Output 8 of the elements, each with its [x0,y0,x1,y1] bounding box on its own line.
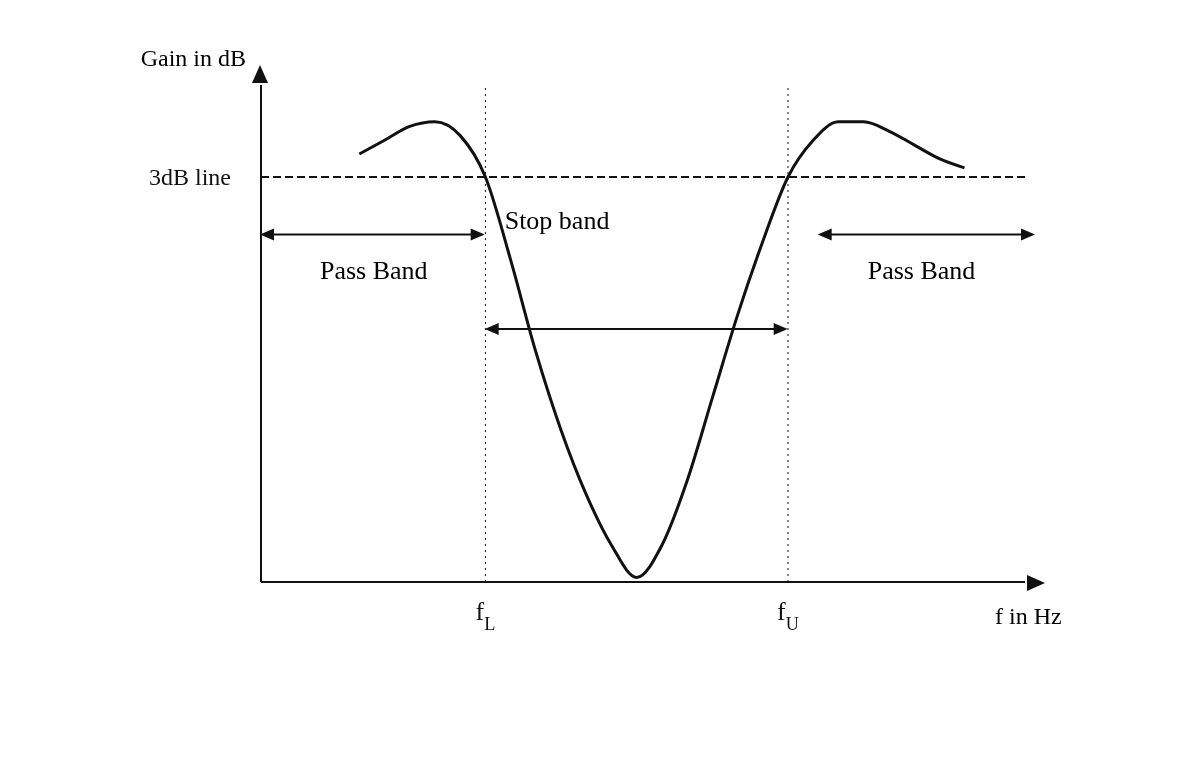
x-tick-label: f$_{L}$ [475,597,496,634]
x-axis-title: f in Hz [995,603,1062,630]
ref-line-label: 3dB line [149,164,231,191]
annotation: Pass Band [867,255,977,288]
annotation: Stop band [504,205,611,238]
x-tick-label: f$_{U}$ [777,597,799,634]
y-axis-title: Gain in dB [140,45,246,72]
annotation: Pass Band [320,255,429,288]
